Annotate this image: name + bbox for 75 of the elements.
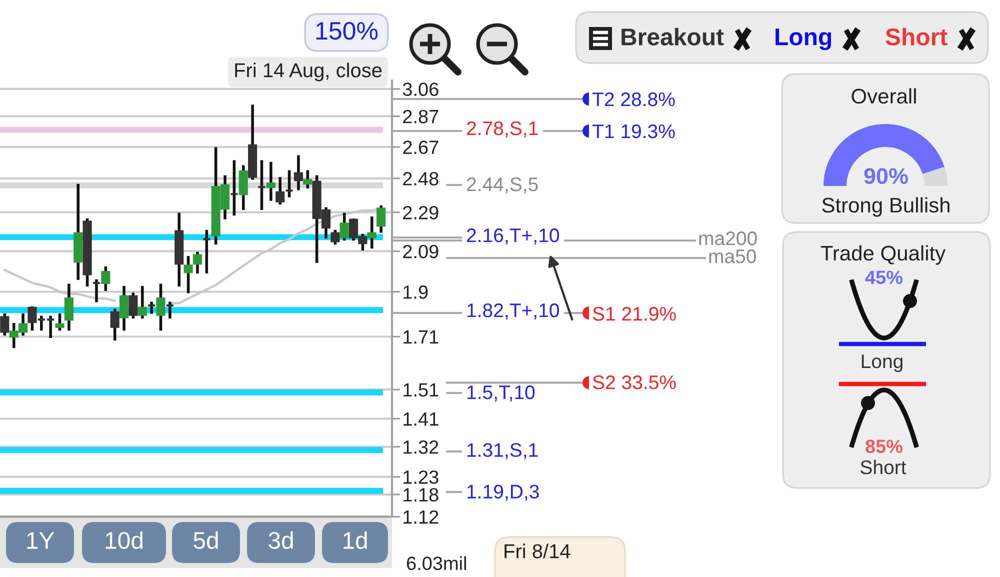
text: 5d [194, 531, 218, 549]
candlestick [184, 256, 193, 294]
candlestick [238, 165, 248, 210]
text: 1d [343, 531, 367, 549]
y-tick-label: 1.41 [404, 412, 438, 426]
text: 10d [106, 531, 142, 549]
candlestick [156, 284, 166, 331]
candlestick [266, 162, 276, 201]
y-tick-label: 2.29 [403, 206, 438, 220]
candlestick [330, 230, 340, 245]
text: Trade Quality [820, 245, 946, 265]
candlestick [147, 302, 156, 314]
candlestick [303, 170, 312, 188]
text: 6.03mil [406, 556, 466, 570]
candlestick [119, 286, 129, 331]
y-tick-label: 2.87 [403, 110, 438, 124]
y-tick-label: 1.9 [404, 285, 428, 299]
annotation: Fri 14 Aug, close [235, 62, 382, 82]
text: 45% [865, 270, 903, 284]
category-label: Short [886, 28, 948, 46]
category-label: Long [776, 28, 832, 50]
candlestick [294, 155, 303, 190]
text: Fri 8/14 [504, 544, 570, 558]
candlestick [138, 286, 147, 319]
candlestick [165, 302, 174, 319]
text: 1.31,S,1 [467, 443, 538, 460]
y-tick-label: 1.51 [404, 383, 438, 397]
text: 2.16,T+,10 [466, 228, 560, 245]
y-tick-label: 2.09 [403, 244, 438, 258]
text: ma50 [709, 249, 756, 264]
text: 85% [866, 440, 903, 454]
candlestick [376, 205, 386, 233]
candlestick [92, 279, 102, 302]
candlestick [0, 313, 10, 336]
candlestick [192, 252, 202, 274]
y-tick-label: 2.48 [403, 172, 438, 186]
text: 1.5,T,10 [467, 385, 535, 402]
text: 2.78,S,1 [466, 121, 538, 138]
text: 1.19,D,3 [467, 484, 539, 501]
text: 1.82,T+,10 [467, 303, 560, 320]
candlestick [257, 160, 266, 210]
candlestick [230, 160, 239, 216]
text: Short [860, 460, 906, 474]
y-tick-label: 1.32 [404, 440, 438, 454]
text: S2 33.5% [592, 375, 676, 390]
candlestick [340, 212, 349, 241]
chart-title: Overall [852, 88, 916, 104]
text: 1Y [27, 532, 54, 549]
candlestick [101, 266, 110, 291]
text: T2 28.8% [592, 92, 675, 106]
data-label: 90% [864, 168, 908, 184]
text: 3d [268, 531, 293, 549]
text: ma200 [699, 231, 757, 246]
y-tick-label: 1.12 [404, 510, 438, 524]
y-tick-label: 1.23 [404, 470, 438, 484]
y-tick-label: 3.06 [402, 82, 438, 96]
candlestick [202, 230, 212, 274]
text: Long [862, 354, 902, 372]
category-label: Breakout [622, 28, 724, 46]
candlestick [110, 308, 120, 340]
text: 150% [316, 22, 378, 40]
candlestick [367, 216, 376, 249]
text: T1 19.3% [592, 124, 675, 138]
text: Strong Bullish [822, 197, 950, 217]
text: S1 21.9% [592, 306, 676, 321]
y-tick-label: 1.18 [404, 488, 438, 502]
y-tick-label: 1.71 [404, 330, 438, 344]
candlestick [64, 284, 74, 331]
text: 2.44,S,5 [466, 177, 538, 194]
y-tick-label: 2.67 [403, 140, 438, 154]
candlestick [276, 177, 285, 205]
candlestick [55, 313, 64, 331]
candlestick [284, 170, 294, 198]
candlestick [128, 292, 138, 319]
candlestick [46, 316, 56, 338]
